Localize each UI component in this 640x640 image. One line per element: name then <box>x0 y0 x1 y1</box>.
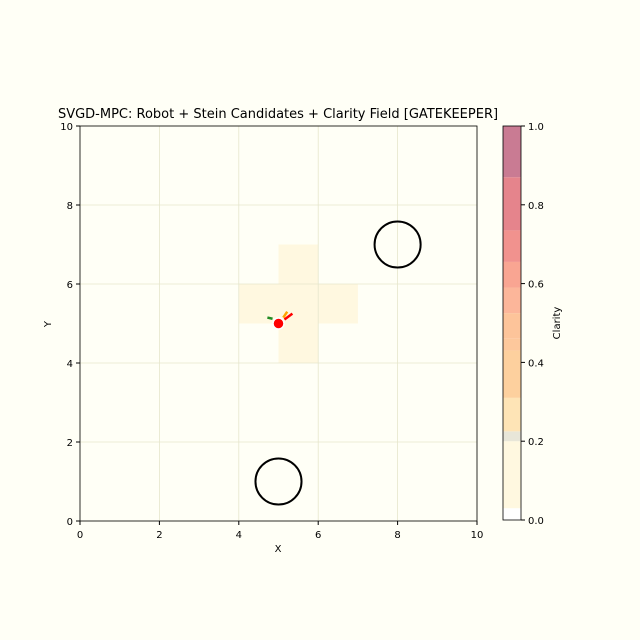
colorbar-tick-label: 1.0 <box>528 122 544 133</box>
stein-candidate-trajectory <box>283 312 294 321</box>
y-tick-label: 10 <box>60 122 73 133</box>
colorbar-band <box>503 313 521 339</box>
colorbar: 0.0 0.2 0.4 0.6 0.8 1.0 <box>502 122 544 527</box>
colorbar-band <box>503 350 521 398</box>
y-tick-label: 6 <box>67 280 73 291</box>
x-tick-label: 0 <box>77 530 83 541</box>
colorbar-label: Clarity <box>552 307 563 340</box>
y-axis-label: Y <box>43 320 54 328</box>
x-tick-label: 10 <box>471 530 484 541</box>
colorbar-band <box>503 177 521 231</box>
clarity-cell <box>278 244 319 363</box>
colorbar-band <box>503 441 521 509</box>
colorbar-band <box>503 287 521 314</box>
x-tick-label: 4 <box>236 530 242 541</box>
colorbar-tick-label: 0.0 <box>528 516 544 527</box>
colorbar-band <box>503 508 521 520</box>
chart-title: SVGD-MPC: Robot + Stein Candidates + Cla… <box>58 107 498 122</box>
colorbar-band <box>503 338 521 351</box>
colorbar-tick-label: 0.4 <box>528 358 544 369</box>
y-tick-label: 4 <box>67 359 73 370</box>
x-tick-label: 8 <box>394 530 400 541</box>
obstacle-circle <box>373 220 422 269</box>
x-axis-label: X <box>275 544 282 555</box>
x-tick-label: 6 <box>315 530 321 541</box>
y-tick-label: 8 <box>67 201 73 212</box>
colorbar-frame <box>502 125 522 521</box>
y-tick-label: 0 <box>67 517 73 528</box>
axes-frame <box>79 125 478 522</box>
y-tick-label: 2 <box>67 438 73 449</box>
colorbar-tick-label: 0.6 <box>528 280 544 291</box>
colorbar-tick-label: 0.2 <box>528 437 544 448</box>
main-axes: 0 2 4 6 8 10 0 2 4 6 8 10 <box>60 122 483 541</box>
stein-candidate-trajectory <box>282 310 289 319</box>
colorbar-band <box>503 261 521 288</box>
robot-marker <box>272 317 285 330</box>
colorbar-band <box>503 230 521 262</box>
colorbar-band <box>503 397 521 432</box>
colorbar-band <box>503 126 521 178</box>
colorbar-band <box>503 431 521 442</box>
obstacle-circle <box>254 457 303 506</box>
x-tick-label: 2 <box>156 530 162 541</box>
stein-candidate-trajectory <box>267 316 273 320</box>
colorbar-tick-label: 0.8 <box>528 201 544 212</box>
